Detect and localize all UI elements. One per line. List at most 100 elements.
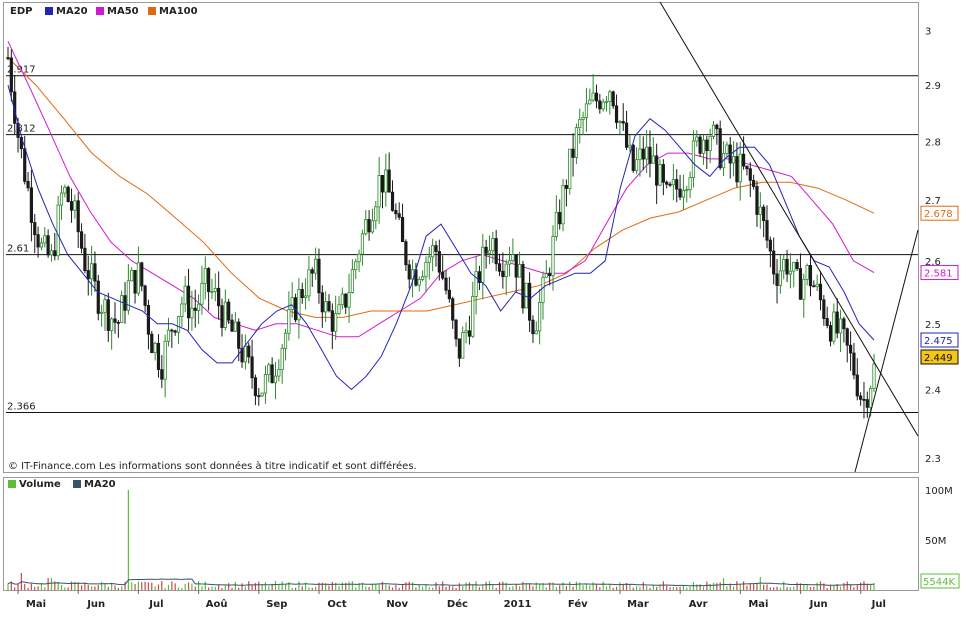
candle-body bbox=[46, 235, 50, 256]
candle-body bbox=[698, 136, 702, 154]
candle-body bbox=[581, 116, 585, 120]
candle-body bbox=[461, 332, 465, 359]
candle-body bbox=[444, 277, 448, 291]
price-legend: EDP MA20 MA50 MA100 bbox=[10, 6, 198, 17]
legend-ma20: MA20 bbox=[56, 6, 88, 17]
candle-body bbox=[116, 321, 120, 324]
candle-body bbox=[584, 103, 589, 118]
candle-body bbox=[671, 179, 675, 186]
candle-body bbox=[103, 299, 107, 313]
candle-body bbox=[869, 388, 873, 408]
candle-body bbox=[170, 329, 174, 332]
volume-tick-label: 50M bbox=[925, 536, 946, 547]
candle-body bbox=[685, 189, 689, 192]
candle-body bbox=[548, 273, 552, 277]
candle-body bbox=[812, 285, 816, 288]
candle-body bbox=[591, 92, 595, 101]
candle-body bbox=[93, 263, 97, 282]
x-month-label: Jul bbox=[871, 599, 886, 610]
x-month-label: Mai bbox=[748, 599, 768, 610]
candle-body bbox=[852, 352, 856, 376]
candle-body bbox=[614, 105, 619, 123]
candle-body bbox=[394, 210, 398, 215]
candle-body bbox=[113, 318, 117, 323]
candle-body bbox=[360, 233, 365, 255]
candle-body bbox=[126, 280, 130, 311]
level-label: 2.366 bbox=[7, 401, 36, 412]
candle-body bbox=[73, 200, 77, 211]
candle-body bbox=[621, 121, 625, 124]
candle-body bbox=[220, 305, 224, 328]
candle-body bbox=[531, 319, 535, 335]
candle-body bbox=[862, 398, 866, 401]
legend-volume-swatch bbox=[8, 480, 16, 488]
candle-body bbox=[160, 369, 164, 380]
x-month-label: Jul bbox=[148, 599, 163, 610]
candle-body bbox=[146, 305, 151, 335]
candle-body bbox=[434, 245, 438, 252]
candle-body bbox=[551, 236, 555, 277]
candle-body bbox=[330, 310, 334, 332]
candle-body bbox=[347, 292, 351, 308]
candle-body bbox=[758, 206, 762, 215]
candle-body bbox=[564, 185, 568, 189]
candle-body bbox=[471, 296, 475, 337]
candle-body bbox=[474, 271, 478, 297]
candle-body bbox=[818, 283, 823, 301]
volume-tick-label: 100M bbox=[925, 486, 953, 497]
candle-body bbox=[805, 264, 809, 280]
legend-ma50-swatch bbox=[96, 7, 104, 15]
candle-body bbox=[23, 148, 27, 182]
candle-body bbox=[701, 139, 706, 154]
candle-body bbox=[421, 276, 425, 280]
volume-legend: Volume MA20 bbox=[8, 479, 116, 490]
candle-body bbox=[49, 250, 54, 256]
candle-body bbox=[59, 192, 64, 206]
candle-body bbox=[501, 270, 505, 278]
legend-ma100-swatch bbox=[148, 7, 156, 15]
candle-body bbox=[845, 328, 849, 346]
candle-body bbox=[303, 295, 308, 299]
candle-body bbox=[79, 231, 84, 249]
candle-body bbox=[752, 179, 756, 187]
legend-volume: Volume bbox=[19, 479, 61, 490]
candle-body bbox=[808, 264, 813, 287]
candle-body bbox=[651, 155, 655, 164]
candle-body bbox=[180, 303, 184, 317]
candle-body bbox=[568, 148, 572, 189]
candle-body bbox=[544, 273, 548, 278]
candle-body bbox=[638, 148, 642, 161]
y-tick-label: 2.5 bbox=[925, 320, 941, 331]
candle-body bbox=[451, 298, 455, 321]
candle-body bbox=[267, 364, 271, 375]
candle-body bbox=[207, 268, 211, 292]
candle-body bbox=[290, 297, 294, 310]
y-tick-label: 2.4 bbox=[925, 385, 941, 396]
last-value-tag-ma50 bbox=[920, 265, 959, 281]
x-month-label: 2011 bbox=[504, 599, 532, 610]
candle-body bbox=[711, 124, 716, 137]
candle-body bbox=[400, 216, 405, 243]
y-tick-label: 2.8 bbox=[925, 138, 941, 149]
candle-body bbox=[100, 311, 104, 314]
candle-body bbox=[260, 392, 264, 397]
x-month-label: Nov bbox=[386, 599, 408, 610]
candle-body bbox=[367, 219, 371, 233]
candle-body bbox=[464, 330, 468, 334]
candle-body bbox=[715, 124, 719, 130]
candle-body bbox=[832, 311, 836, 342]
candle-body bbox=[574, 127, 579, 158]
candle-body bbox=[257, 395, 261, 398]
candle-body bbox=[741, 153, 746, 167]
legend-symbol: EDP bbox=[10, 6, 32, 17]
candle-body bbox=[859, 395, 863, 400]
candle-body bbox=[467, 330, 472, 337]
candle-body bbox=[200, 282, 204, 305]
candle-body bbox=[477, 271, 482, 283]
candle-body bbox=[635, 159, 639, 171]
candle-body bbox=[143, 285, 147, 306]
candle-body bbox=[708, 136, 712, 152]
x-month-label: Mar bbox=[627, 599, 649, 610]
candle-body bbox=[243, 345, 247, 363]
